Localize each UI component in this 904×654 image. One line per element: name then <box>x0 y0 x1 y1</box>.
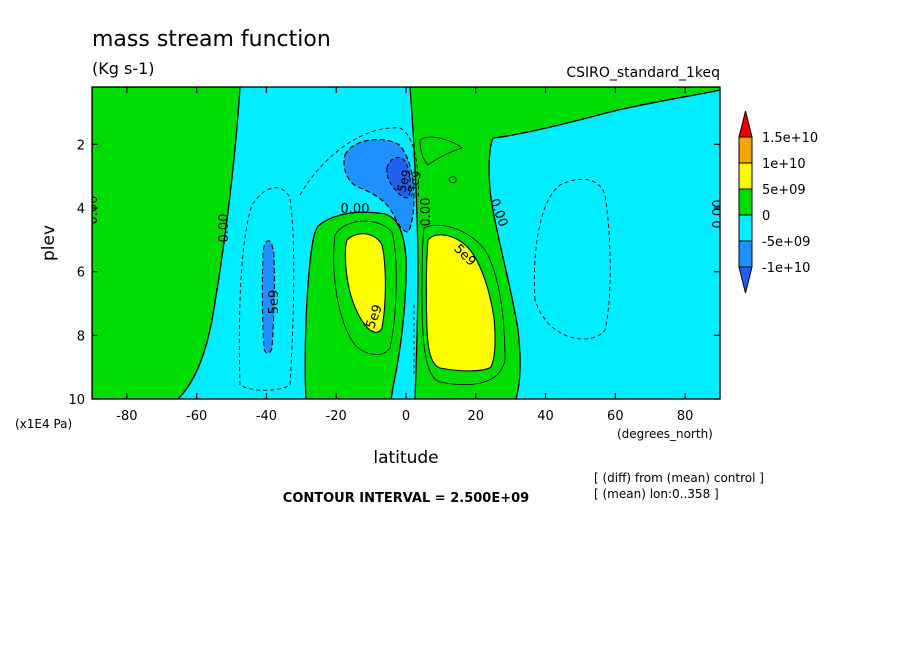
colorbar-swatch <box>738 162 753 190</box>
x-tick-label: 80 <box>677 409 694 424</box>
y-axis: 2 4 6 8 10 <box>68 138 720 408</box>
x-tick-label: 20 <box>468 409 485 424</box>
contour-line <box>333 220 397 355</box>
contour-label: 5e9 <box>267 290 282 315</box>
colorbar-swatch <box>738 136 753 164</box>
y-tick-label: 2 <box>77 138 85 153</box>
y-tick-label: 10 <box>68 393 85 408</box>
colorbar-label: 1e+10 <box>762 157 806 172</box>
y-tick-label: 6 <box>77 266 85 281</box>
x-tick-label: 60 <box>607 409 624 424</box>
chart-subtitle: (Kg s-1) <box>92 59 155 78</box>
colorbar-swatch <box>738 110 753 138</box>
colorbar-label: 1.5e+10 <box>762 131 818 146</box>
colorbar-legend: 1.5e+10 1e+10 5e+09 0 -5e+09 -1e+10 <box>738 110 818 294</box>
contour-line <box>421 224 506 386</box>
contour-label: 0.00 <box>419 198 434 227</box>
region-south-yellow <box>344 233 386 333</box>
x-tick-label: -40 <box>256 409 277 424</box>
contour-line <box>448 176 457 184</box>
contour-label: 5e9 <box>394 168 413 194</box>
contour-label: -5e9 <box>404 169 425 199</box>
region-south-green <box>92 87 241 399</box>
contour-line <box>299 127 419 201</box>
contour-label: 0.00 <box>217 214 232 243</box>
x-axis-units: (degrees_north) <box>617 427 713 441</box>
colorbar-swatch <box>738 188 753 216</box>
plot-area: 0.00 0.00 0.00 0.00 0.00 0.00 5e9 5e9 5e… <box>86 87 726 399</box>
x-axis-title: latitude <box>373 448 438 468</box>
contour-interval: CONTOUR INTERVAL = 2.500E+09 <box>283 491 529 506</box>
contour-line <box>419 136 463 166</box>
region-south-negative-blue <box>261 240 275 354</box>
y-axis-title: plev <box>39 225 59 261</box>
colorbar-label: -1e+10 <box>762 261 810 276</box>
colorbar-label: -5e+09 <box>762 235 810 250</box>
contour-label: 0.00 <box>341 202 370 217</box>
colorbar-label: 5e+09 <box>762 183 806 198</box>
y-tick-label: 4 <box>77 202 85 217</box>
note-line: [ (diff) from (mean) control ] <box>594 471 764 485</box>
experiment-label: CSIRO_standard_1keq <box>566 65 720 81</box>
region-upper-negative-darkblue <box>386 156 411 199</box>
contour-line <box>533 178 611 340</box>
x-axis: -80 -60 -40 -20 0 20 40 60 80 <box>116 87 693 424</box>
colorbar-swatch <box>738 266 753 294</box>
colorbar-label: 0 <box>762 209 770 224</box>
colorbar-swatch <box>738 240 753 268</box>
chart-title: mass stream function <box>92 27 331 52</box>
contour-label: 0.00 <box>711 200 726 229</box>
note-line: [ (mean) lon:0..358 ] <box>594 487 719 501</box>
colorbar-swatch <box>738 214 753 242</box>
y-axis-units: (x1E4 Pa) <box>15 417 72 431</box>
x-tick-label: 40 <box>537 409 554 424</box>
region-north-yellow <box>425 234 496 372</box>
x-tick-label: -20 <box>326 409 347 424</box>
y-tick-label: 8 <box>77 329 85 344</box>
x-tick-label: -60 <box>186 409 207 424</box>
contour-label: 0.00 <box>86 196 101 225</box>
x-tick-label: -80 <box>116 409 137 424</box>
x-tick-label: 0 <box>402 409 410 424</box>
